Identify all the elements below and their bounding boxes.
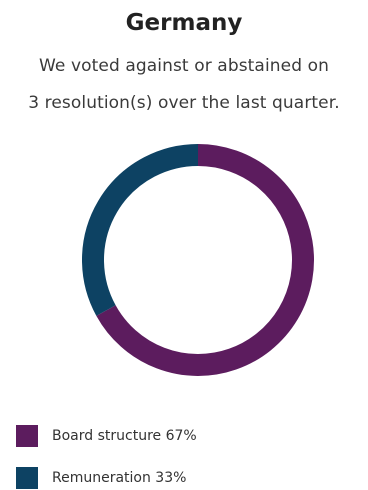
legend-label-remuneration: Remuneration 33% — [52, 470, 187, 486]
legend-item-remuneration: Remuneration 33% — [16, 466, 186, 490]
chart-subtitle-line-1: We voted against or abstained on — [39, 56, 329, 76]
donut-slice-board-structure — [96, 144, 314, 376]
donut-slice-remuneration — [82, 144, 199, 316]
legend-label-board-structure: Board structure 67% — [52, 428, 197, 444]
chart-subtitle-line-2: 3 resolution(s) over the last quarter. — [28, 93, 340, 113]
legend-swatch-board-structure — [16, 425, 38, 447]
legend-item-board-structure: Board structure 67% — [16, 424, 197, 448]
legend-swatch-remuneration — [16, 467, 38, 489]
chart-title: Germany — [125, 10, 243, 36]
donut-slices — [82, 144, 314, 376]
donut-chart — [82, 144, 314, 376]
